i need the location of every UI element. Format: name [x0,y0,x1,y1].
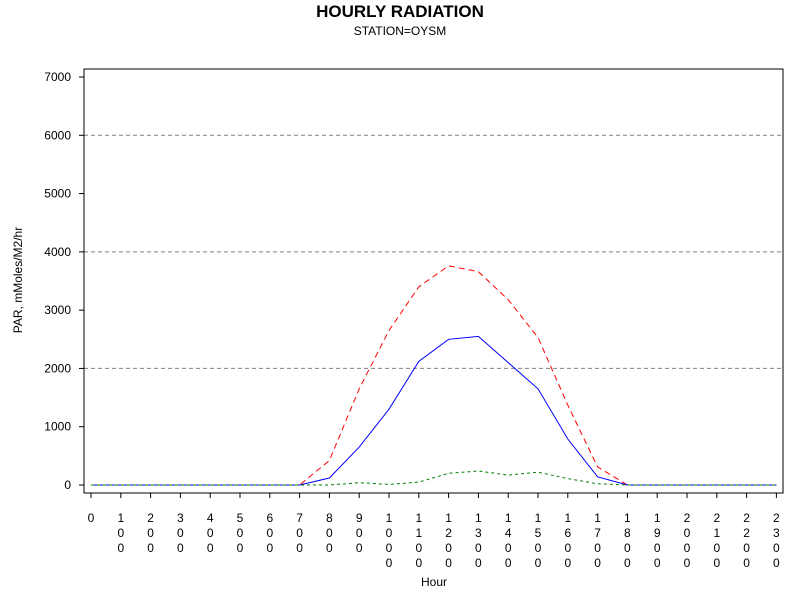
y-tick-label: 4000 [44,245,71,259]
y-axis-label: PAR, mMoles/M2/hr [11,227,25,333]
chart-subtitle: STATION=OYSM [354,24,447,38]
y-tick-label: 7000 [44,70,71,84]
chart-title: HOURLY RADIATION [316,2,484,21]
y-tick-label: 2000 [44,361,71,375]
y-tick-label: 3000 [44,303,71,317]
y-tick-label: 5000 [44,187,71,201]
y-tick-label: 1000 [44,420,71,434]
plot-frame [83,68,784,494]
x-axis: 0 1 0 0 2 0 0 3 0 0 4 0 0 5 0 0 6 0 0 7 0 0 8 0 0 9 0 0 1 0 0 0 1 1 0 0 1 2 0 0… [88,493,780,570]
series-line-1 [91,265,777,486]
y-tick-label: 0 [64,478,71,492]
y-tick-label: 6000 [44,128,71,142]
x-tick-label: 0 [88,511,95,525]
series-lines [91,265,777,486]
series-line-3 [91,470,777,486]
y-axis: 0 1000 2000 3000 4000 5000 6000 7000 [44,70,84,492]
x-axis-label: Hour [421,575,447,589]
series-line-2 [91,335,777,486]
gridlines [84,134,783,369]
